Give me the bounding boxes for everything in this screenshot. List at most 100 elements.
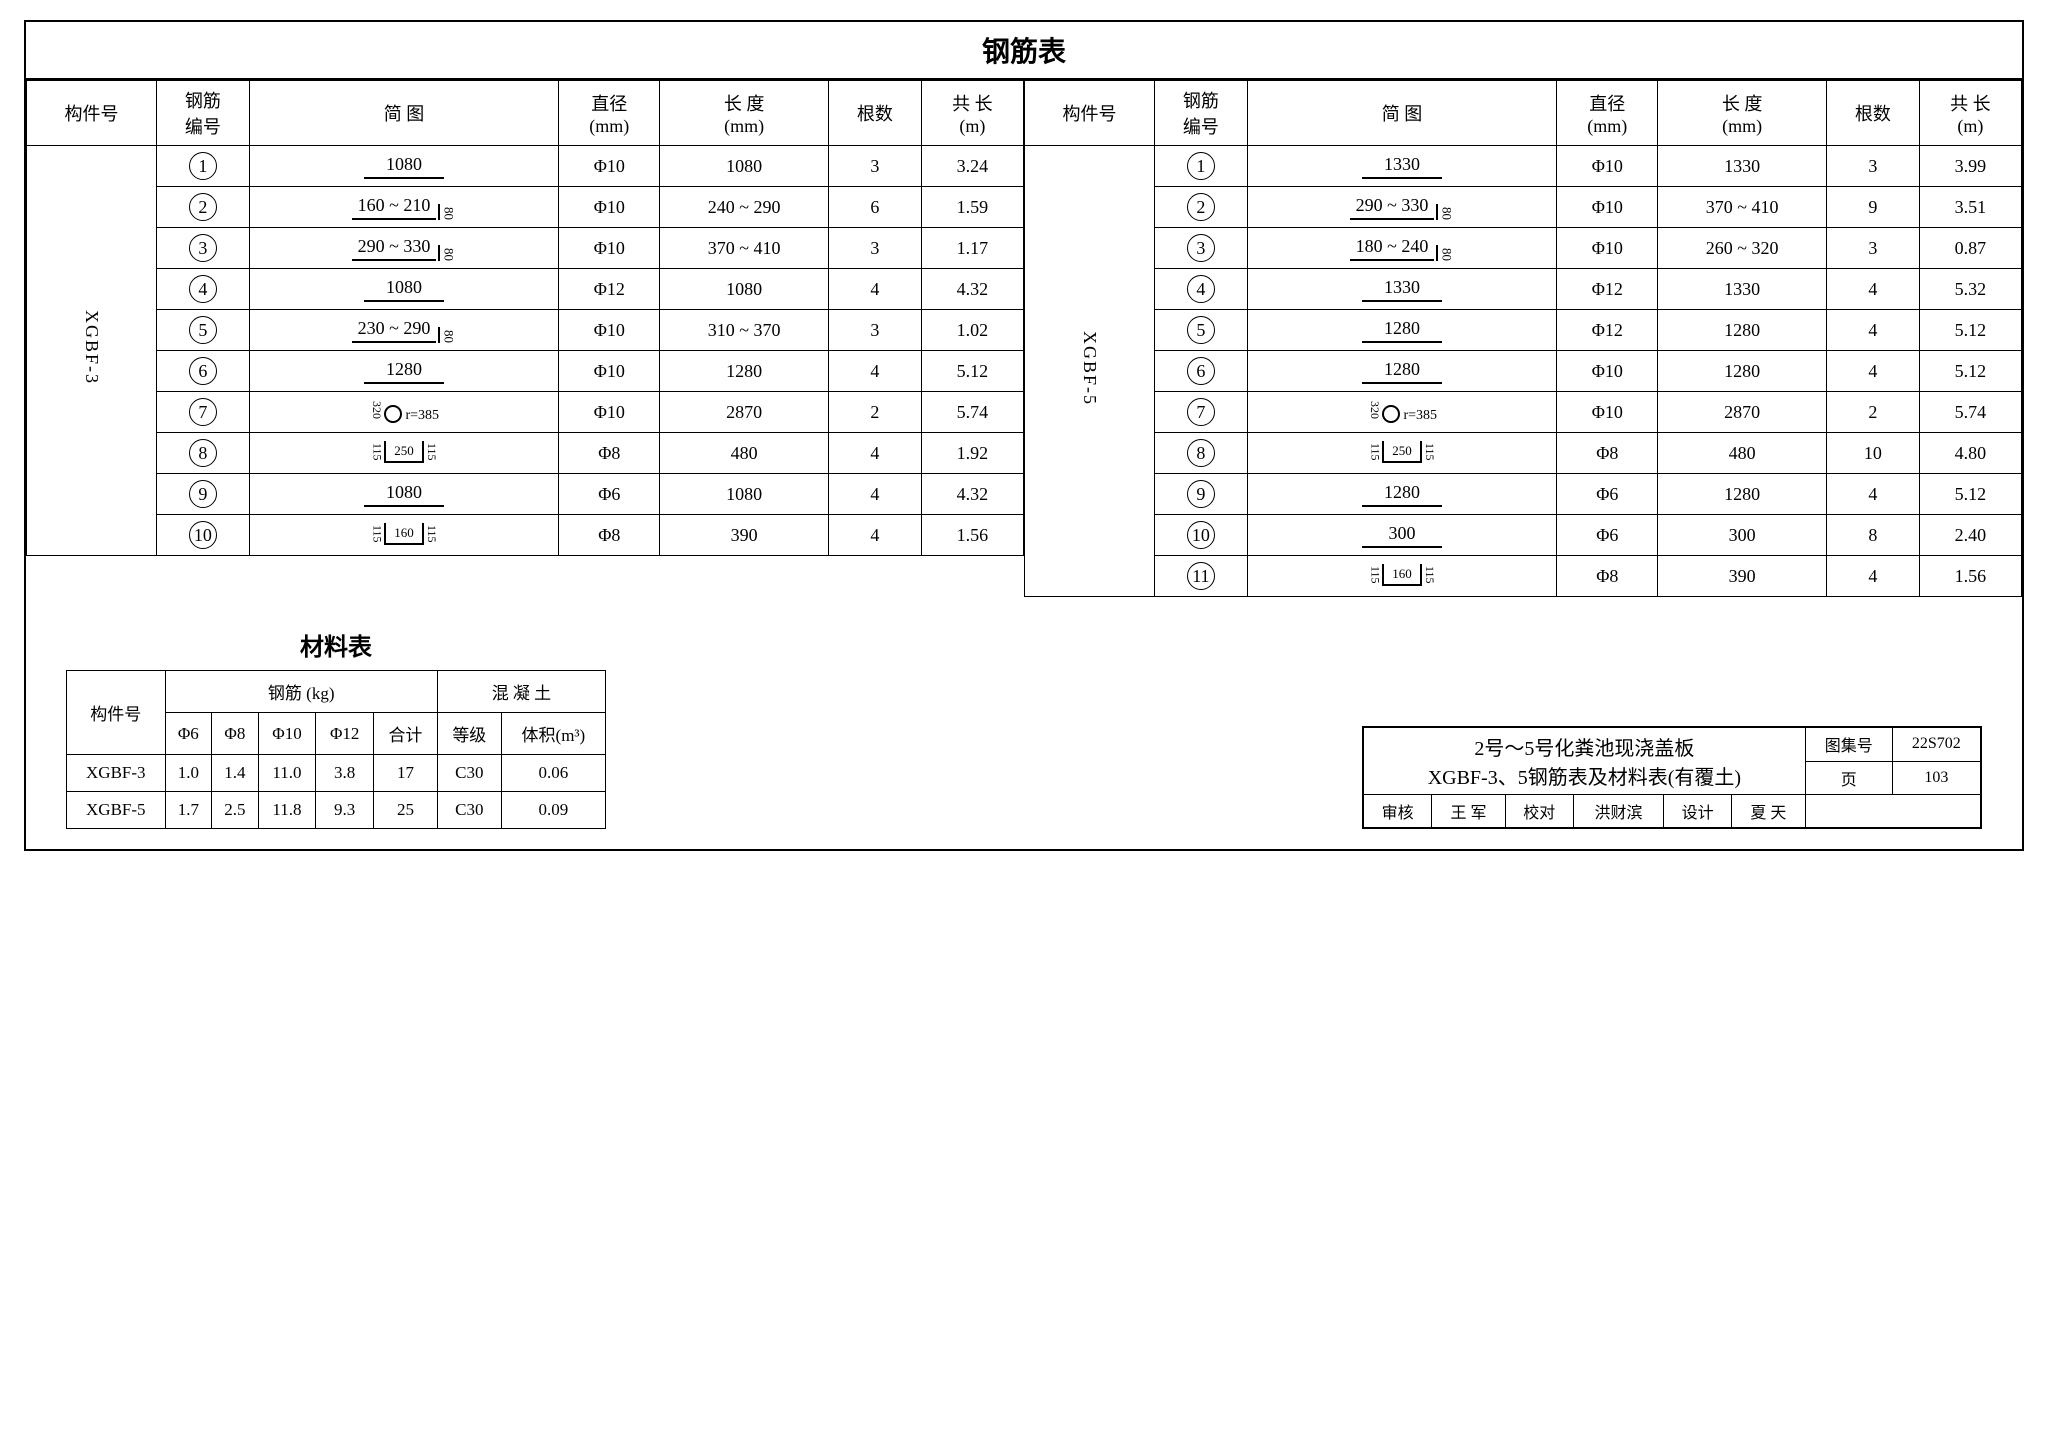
rebar-total: 5.32 <box>1919 269 2021 310</box>
rebar-length: 480 <box>1658 433 1827 474</box>
rebar-diagram: 1330 <box>1247 146 1556 187</box>
mat-hdr-d8: Φ8 <box>212 713 259 755</box>
mat-d12: 3.8 <box>316 755 374 792</box>
rebar-count: 4 <box>1826 310 1919 351</box>
hdr-component: 构件号 <box>27 81 157 146</box>
hdr-diameter: 直径(mm) <box>1557 81 1658 146</box>
hdr-count: 根数 <box>828 81 921 146</box>
page-no: 103 <box>1892 761 1981 795</box>
design-name: 夏 天 <box>1732 795 1806 829</box>
rebar-count: 4 <box>828 515 921 556</box>
check-name: 洪财滨 <box>1573 795 1663 829</box>
rebar-row: 2 160 ~ 21080 Φ10 240 ~ 290 6 1.59 <box>27 187 1024 228</box>
rebar-no: 11 <box>1154 556 1247 597</box>
rebar-row: 5 1280 Φ12 1280 4 5.12 <box>1025 310 2022 351</box>
drawing-title-2: XGBF-3、5钢筋表及材料表(有覆土) <box>1372 761 1797 790</box>
hdr-count: 根数 <box>1826 81 1919 146</box>
mat-d6: 1.0 <box>165 755 212 792</box>
rebar-diagram: 1280 <box>249 351 558 392</box>
rebar-total: 1.56 <box>921 515 1023 556</box>
rebar-diameter: Φ10 <box>559 392 660 433</box>
mat-hdr-d12: Φ12 <box>316 713 374 755</box>
rebar-count: 6 <box>828 187 921 228</box>
rebar-length: 1080 <box>660 474 829 515</box>
rebar-diagram: 115250115 <box>1247 433 1556 474</box>
rebar-no: 1 <box>156 146 249 187</box>
rebar-count: 4 <box>1826 474 1919 515</box>
rebar-diagram: 290 ~ 33080 <box>249 228 558 269</box>
rebar-total: 5.74 <box>1919 392 2021 433</box>
material-row: XGBF-3 1.0 1.4 11.0 3.8 17 C30 0.06 <box>67 755 606 792</box>
rebar-diagram: 115160115 <box>1247 556 1556 597</box>
rebar-diameter: Φ10 <box>1557 228 1658 269</box>
rebar-diameter: Φ10 <box>1557 187 1658 228</box>
rebar-total: 2.40 <box>1919 515 2021 556</box>
rebar-total: 3.99 <box>1919 146 2021 187</box>
rebar-diameter: Φ12 <box>1557 310 1658 351</box>
rebar-no: 3 <box>1154 228 1247 269</box>
rebar-row: 7 320 r=385 Φ10 2870 2 5.74 <box>27 392 1024 433</box>
component-id: XGBF-5 <box>1079 331 1100 406</box>
hdr-diameter: 直径(mm) <box>559 81 660 146</box>
rebar-table-left: 构件号 钢筋编号 简 图 直径(mm) 长 度(mm) 根数 共 长(m) XG… <box>26 80 1024 597</box>
rebar-diagram: 1280 <box>1247 474 1556 515</box>
rebar-no: 2 <box>1154 187 1247 228</box>
mat-volume: 0.06 <box>501 755 605 792</box>
rebar-length: 390 <box>660 515 829 556</box>
rebar-row: 10 300 Φ6 300 8 2.40 <box>1025 515 2022 556</box>
rebar-diagram: 1280 <box>1247 310 1556 351</box>
check-label: 校对 <box>1505 795 1573 829</box>
rebar-length: 370 ~ 410 <box>1658 187 1827 228</box>
rebar-count: 3 <box>828 310 921 351</box>
rebar-no: 4 <box>1154 269 1247 310</box>
rebar-diagram: 1280 <box>1247 351 1556 392</box>
rebar-length: 300 <box>1658 515 1827 556</box>
mat-hdr-d6: Φ6 <box>165 713 212 755</box>
rebar-diagram: 230 ~ 29080 <box>249 310 558 351</box>
rebar-total: 1.56 <box>1919 556 2021 597</box>
rebar-diagram: 320 r=385 <box>249 392 558 433</box>
rebar-total: 1.92 <box>921 433 1023 474</box>
rebar-row: 3 180 ~ 24080 Φ10 260 ~ 320 3 0.87 <box>1025 228 2022 269</box>
rebar-no: 8 <box>156 433 249 474</box>
mat-hdr-concrete: 混 凝 土 <box>437 671 605 713</box>
material-table-block: 材料表 构件号 钢筋 (kg) 混 凝 土 Φ6 Φ8 Φ10 Φ12 合计 等… <box>66 627 606 829</box>
rebar-no: 1 <box>1154 146 1247 187</box>
rebar-length: 1280 <box>1658 474 1827 515</box>
rebar-diameter: Φ10 <box>559 310 660 351</box>
rebar-no: 6 <box>1154 351 1247 392</box>
mat-d10: 11.0 <box>258 755 316 792</box>
rebar-length: 1280 <box>660 351 829 392</box>
rebar-no: 7 <box>156 392 249 433</box>
set-label: 图集号 <box>1805 727 1892 761</box>
rebar-length: 260 ~ 320 <box>1658 228 1827 269</box>
rebar-total: 0.87 <box>1919 228 2021 269</box>
rebar-total: 1.59 <box>921 187 1023 228</box>
hdr-rebar-no: 钢筋编号 <box>156 81 249 146</box>
rebar-diameter: Φ6 <box>1557 474 1658 515</box>
rebar-diameter: Φ10 <box>559 228 660 269</box>
rebar-count: 4 <box>828 351 921 392</box>
bottom-section: 材料表 构件号 钢筋 (kg) 混 凝 土 Φ6 Φ8 Φ10 Φ12 合计 等… <box>26 597 2022 849</box>
rebar-diagram: 1080 <box>249 269 558 310</box>
rebar-row: 6 1280 Φ10 1280 4 5.12 <box>1025 351 2022 392</box>
rebar-row: 9 1080 Φ6 1080 4 4.32 <box>27 474 1024 515</box>
mat-hdr-grade: 等级 <box>437 713 501 755</box>
drawing-title-1: 2号～5号化粪池现浇盖板 <box>1372 732 1797 761</box>
rebar-length: 390 <box>1658 556 1827 597</box>
rebar-length: 2870 <box>1658 392 1827 433</box>
rebar-diagram: 300 <box>1247 515 1556 556</box>
rebar-diameter: Φ6 <box>1557 515 1658 556</box>
mat-volume: 0.09 <box>501 792 605 829</box>
mat-d12: 9.3 <box>316 792 374 829</box>
rebar-length: 1080 <box>660 269 829 310</box>
mat-d8: 1.4 <box>212 755 259 792</box>
review-name: 王 军 <box>1432 795 1506 829</box>
rebar-length: 240 ~ 290 <box>660 187 829 228</box>
rebar-row: 8 115250115 Φ8 480 4 1.92 <box>27 433 1024 474</box>
rebar-row: 5 230 ~ 29080 Φ10 310 ~ 370 3 1.02 <box>27 310 1024 351</box>
hdr-total: 共 长(m) <box>1919 81 2021 146</box>
mat-total: 17 <box>374 755 438 792</box>
rebar-length: 1280 <box>1658 310 1827 351</box>
rebar-total: 3.24 <box>921 146 1023 187</box>
